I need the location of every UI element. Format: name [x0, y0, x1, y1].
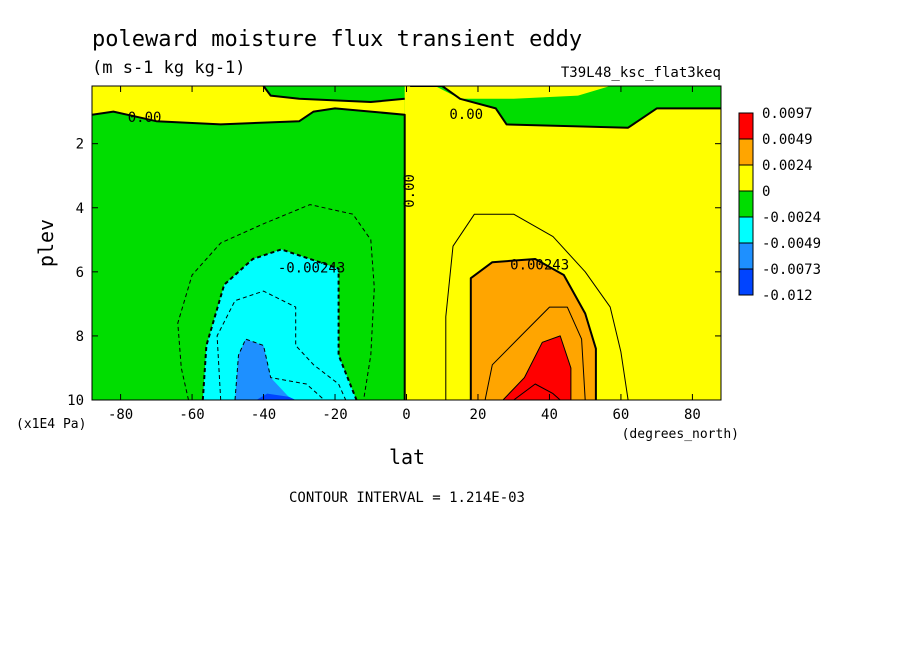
y-tick-label: 2: [76, 137, 84, 153]
contour-line: [484, 306, 586, 400]
x-tick-label: -40: [251, 407, 276, 423]
x-tick-label: -60: [179, 407, 204, 423]
x-axis-ticks: -80 -60 -40 -20 0 20 40 60 80: [108, 86, 701, 423]
contour-interval-note: CONTOUR INTERVAL = 1.214E-03: [289, 490, 525, 506]
region-blue-south: [235, 339, 296, 400]
filled-contours: [92, 86, 721, 400]
contour-line: [469, 258, 597, 400]
run-id-label: T39L48_ksc_flat3keq: [561, 65, 721, 81]
y-axis-ticks: 2 4 6 8 10: [67, 137, 721, 409]
y-axis-label: plev: [34, 219, 58, 267]
contour-label: 0.00: [128, 110, 162, 126]
contour-line: [92, 107, 406, 400]
y-axis-units: (x1E4 Pa): [16, 417, 86, 432]
x-tick-label: 60: [613, 407, 630, 423]
colorbar-swatch: [738, 190, 754, 218]
region-darkblue-south: [256, 393, 296, 400]
contour-line: [410, 86, 721, 129]
colorbar: 0.0097 0.0049 0.0024 0 -0.0024 -0.0049 -0.0073…: [738, 106, 821, 304]
colorbar-swatch: [738, 112, 754, 140]
contour-line: [201, 248, 358, 400]
colorbar-label: 0.0024: [762, 158, 813, 174]
y-tick-label: 6: [76, 265, 84, 281]
colorbar-swatch: [738, 138, 754, 166]
contour-line: [513, 383, 561, 400]
x-tick-label: 40: [541, 407, 558, 423]
contour-line: [502, 335, 572, 400]
chart-units: (m s-1 kg kg-1): [92, 58, 246, 78]
region-red-north: [503, 335, 571, 400]
x-tick-label: -20: [322, 407, 347, 423]
x-tick-label: 20: [470, 407, 487, 423]
x-tick-label: 80: [684, 407, 701, 423]
y-tick-label: 10: [67, 393, 84, 409]
colorbar-label: 0: [762, 184, 770, 200]
colorbar-label: 0.0049: [762, 132, 813, 148]
colorbar-swatch: [738, 164, 754, 192]
contour-label: 0.00: [402, 174, 418, 208]
contour-line: [262, 86, 405, 103]
colorbar-label: 0.0097: [762, 106, 813, 122]
colorbar-label: -0.012: [762, 288, 813, 304]
colorbar-label: -0.0024: [762, 210, 821, 226]
contour-line: [177, 204, 375, 400]
contour-label: -0.00243: [278, 261, 345, 277]
contour-line: [216, 290, 347, 400]
y-tick-label: 8: [76, 329, 84, 345]
chart-title: poleward moisture flux transient eddy: [92, 27, 582, 52]
contour-labels: 0.00 0.00 0.00 -0.00243 0.00243: [128, 107, 569, 277]
contour-line: [234, 338, 325, 400]
x-axis-units: (degrees_north): [622, 427, 739, 442]
x-tick-label: -80: [108, 407, 133, 423]
colorbar-swatch: [738, 216, 754, 244]
colorbar-swatch: [738, 242, 754, 270]
contour-lines: [92, 86, 721, 400]
region-yellow-top-left: [92, 86, 405, 125]
colorbar-label: -0.0049: [762, 236, 821, 252]
y-tick-label: 4: [76, 201, 84, 217]
plot-area: 0.00 0.00 0.00 -0.00243 0.00243: [91, 85, 722, 401]
contour-label: 0.00243: [510, 257, 569, 273]
x-tick-label: 0: [402, 407, 410, 423]
contour-label: 0.00: [449, 107, 483, 123]
contour-line: [445, 213, 629, 400]
x-axis-label: lat: [389, 445, 425, 469]
colorbar-label: -0.0073: [762, 262, 821, 278]
colorbar-swatch: [738, 268, 754, 296]
